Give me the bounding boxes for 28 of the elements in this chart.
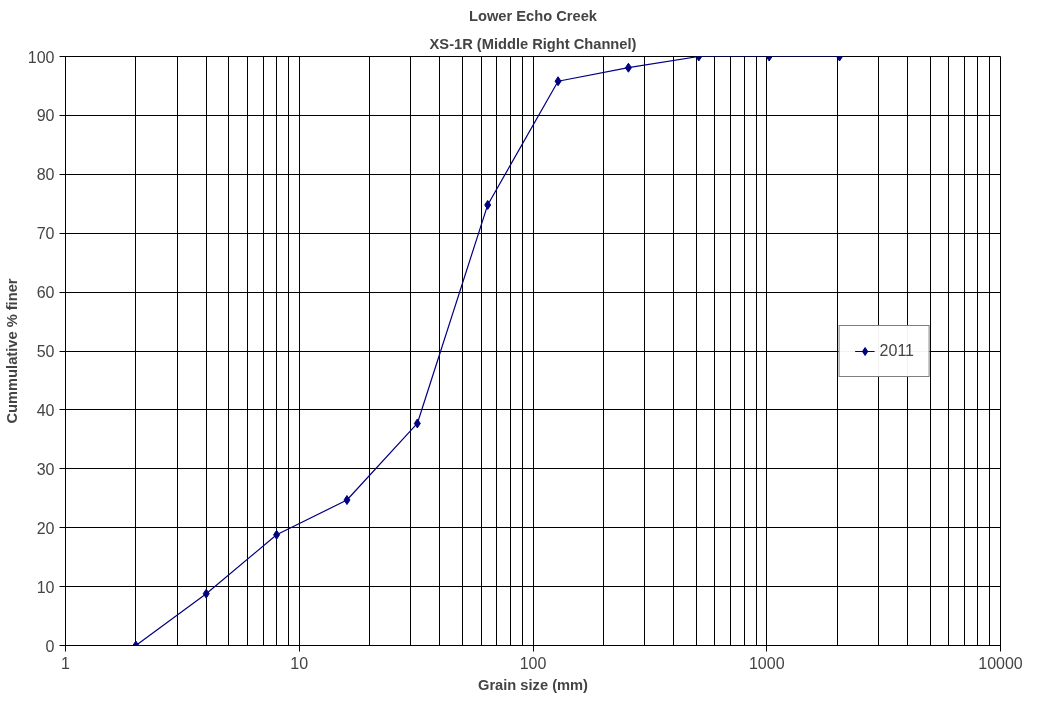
point xyxy=(273,529,281,540)
y-tick-label: 100 xyxy=(27,48,55,66)
y-tick-label: 20 xyxy=(36,519,55,537)
y-tick-label: 80 xyxy=(36,166,55,184)
y-tick-label: 10 xyxy=(36,578,55,596)
y-tick-label: 30 xyxy=(36,460,55,478)
y-tick-label: 70 xyxy=(36,225,55,243)
y-tick-label: 60 xyxy=(36,284,55,302)
x-tick-label: 100 xyxy=(519,654,547,672)
x-tick-label: 1000 xyxy=(748,654,785,672)
x-tick-label: 1 xyxy=(61,654,71,672)
y-tick-label: 50 xyxy=(36,343,55,360)
point xyxy=(413,418,421,429)
y-tick-label: 0 xyxy=(45,637,55,655)
y-tick-label: 90 xyxy=(36,107,55,125)
point xyxy=(484,199,492,210)
x-axis-title: Grain size (mm) xyxy=(478,676,589,693)
chart-title: Lower Echo Creek xyxy=(469,7,598,24)
point xyxy=(202,588,210,599)
x-tick-label: 10000 xyxy=(978,654,1023,672)
chart-subtitle: XS-1R (Middle Right Channel) xyxy=(429,35,637,52)
y-tick-label: 40 xyxy=(36,401,55,419)
x-tick-label: 10 xyxy=(290,654,309,672)
y-axis-title: Cummulative % finer xyxy=(3,278,20,424)
legend-label: 2011 xyxy=(879,341,914,360)
point xyxy=(343,495,351,506)
point xyxy=(624,62,632,73)
point xyxy=(554,76,562,87)
